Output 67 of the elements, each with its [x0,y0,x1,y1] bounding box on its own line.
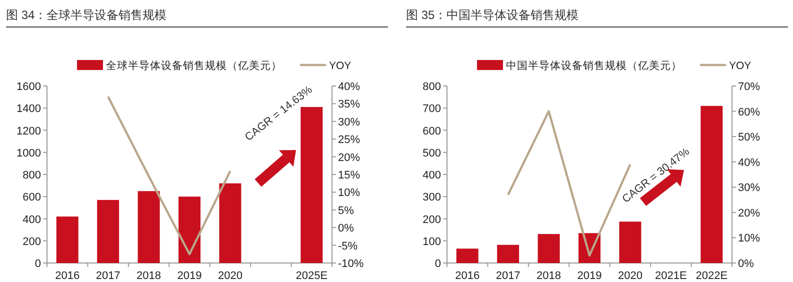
x-tick-label: 2020 [618,270,642,282]
x-tick-label: 2021E [655,270,687,282]
y-tick-label: 0 [434,258,441,270]
y-tick-label: 1400 [16,103,41,116]
bar [97,200,120,263]
y2-tick-label: 10% [338,187,360,200]
chart-title: 图 34：全球半导设备销售规模 [6,8,167,22]
y2-tick-label: 20% [338,152,360,164]
x-tick-label: 2016 [455,270,480,282]
y-tick-label: 500 [422,147,441,160]
y2-tick-label: 10% [738,232,760,245]
y2-tick-label: 0% [738,258,754,270]
bar [700,106,723,263]
y2-tick-label: 0% [338,222,354,235]
y2-tick-label: 50% [738,132,760,144]
y2-tick-label: 5% [338,204,354,217]
x-tick-label: 2016 [55,270,80,282]
chart-title: 图 35：中国半导体设备销售规模 [406,8,579,22]
y-tick-label: 0 [34,258,41,270]
bar [56,216,78,263]
bar [138,191,160,263]
y-tick-label: 800 [422,81,441,93]
bar [456,248,478,263]
y-tick-label: 300 [422,192,441,204]
x-tick-label: 2017 [496,270,520,282]
y-tick-label: 200 [422,214,441,226]
y-tick-label: 800 [22,170,41,182]
x-tick-label: 2017 [96,270,120,282]
bar [178,196,200,263]
y2-tick-label: 25% [338,134,360,146]
bar [497,244,520,263]
y-tick-label: 1600 [16,81,41,93]
y-tick-label: 1000 [16,147,41,160]
y2-tick-label: 70% [738,81,760,93]
y2-tick-label: -5% [338,240,358,252]
y2-tick-label: -10% [338,258,364,270]
bar [219,183,242,263]
legend-label: 全球半导体设备销售规模（亿美元） [106,59,282,72]
y2-tick-label: 35% [338,98,360,111]
y2-tick-label: 40% [338,81,360,93]
y2-tick-label: 15% [338,170,360,182]
y2-tick-label: 30% [338,116,360,128]
line-series [106,96,232,256]
legend-label: 中国半导体设备销售规模（亿美元） [506,59,682,72]
x-tick-label: 2019 [577,270,602,282]
y2-tick-label: 20% [738,207,760,220]
legend-label: YOY [329,60,352,72]
y-tick-label: 700 [422,103,441,116]
x-tick-label: 2018 [536,270,562,282]
y-tick-label: 200 [22,236,41,248]
x-tick-label: 2019 [177,270,202,282]
bar [619,222,642,263]
y-tick-label: 600 [422,125,441,138]
y-tick-label: 1200 [16,125,41,138]
x-tick-label: 2018 [136,270,162,282]
x-tick-label: 2022E [696,270,728,282]
y-tick-label: 100 [422,236,441,248]
x-tick-label: 2020 [218,270,242,282]
y-tick-label: 400 [422,170,441,182]
legend-label: YOY [729,60,752,72]
y2-tick-label: 60% [738,106,760,118]
y2-tick-label: 30% [738,182,760,194]
x-tick-label: 2025E [296,270,328,282]
y-tick-label: 600 [22,192,41,204]
y-tick-label: 400 [22,214,41,226]
y2-tick-label: 40% [738,156,760,169]
bar [538,234,560,263]
